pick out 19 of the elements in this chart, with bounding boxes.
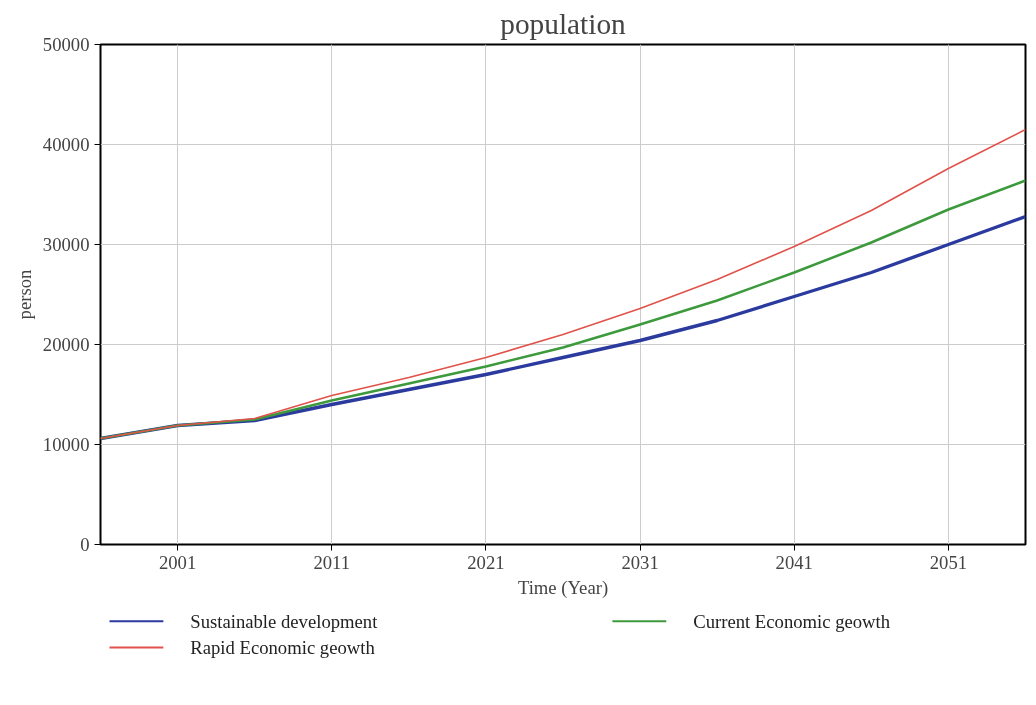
y-tick-label: 40000 xyxy=(42,134,90,155)
x-axis-title: Time (Year) xyxy=(517,576,609,599)
chart-title: population xyxy=(500,7,627,40)
y-tick-label: 10000 xyxy=(42,434,90,455)
x-tick-label: 2041 xyxy=(775,551,813,573)
x-tick-label: 2051 xyxy=(929,551,968,573)
x-tick-label: 2011 xyxy=(313,551,351,573)
x-tick-label: 2031 xyxy=(621,551,659,573)
legend-label: Sustainable development xyxy=(190,610,379,632)
y-axis-title: person xyxy=(13,268,35,320)
line-series xyxy=(100,128,1026,440)
y-tick-label: 0 xyxy=(80,534,90,555)
legend-label: Current Economic geowth xyxy=(693,610,891,632)
y-tick-label: 20000 xyxy=(42,334,90,355)
x-tick-label: 2001 xyxy=(158,551,197,573)
x-tick-label: 2021 xyxy=(467,551,505,573)
legend-label: Rapid Economic geowth xyxy=(190,637,376,658)
y-tick-label: 50000 xyxy=(42,34,90,55)
y-tick-label: 30000 xyxy=(42,234,90,255)
